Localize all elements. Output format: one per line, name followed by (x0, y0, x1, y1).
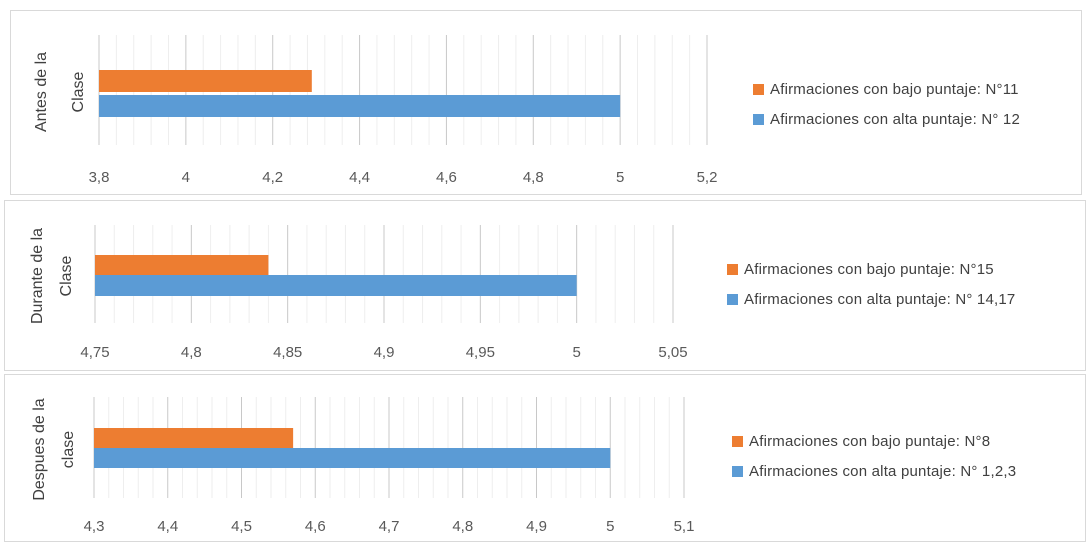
legend-swatch-orange (732, 435, 743, 447)
category-label: Durante de la (29, 228, 46, 324)
x-tick-label: 5,2 (697, 169, 718, 186)
category-label: clase (60, 431, 77, 468)
x-tick-label: 4,7 (379, 518, 400, 535)
x-tick-label: 4,4 (157, 518, 178, 535)
x-tick-label: 4,95 (466, 344, 495, 361)
x-tick-label: 4,5 (231, 518, 252, 535)
legend-swatch-orange (727, 263, 738, 275)
x-tick-label: 4,8 (181, 344, 202, 361)
legend-item-alta: Afirmaciones con alta puntaje: N° 14,17 (727, 289, 1015, 309)
chart-legend: Afirmaciones con bajo puntaje: N°15 Afir… (727, 259, 1015, 319)
legend-item-alta: Afirmaciones con alta puntaje: N° 1,2,3 (732, 461, 1016, 481)
chart-plot: 3,8 4 4,2 4,4 4,6 4,8 5 5,2 Antes de la Clase (33, 35, 718, 186)
legend-item-bajo: Afirmaciones con bajo puntaje: N°8 (732, 431, 1016, 451)
legend-label: Afirmaciones con alta puntaje: N° 1,2,3 (749, 462, 1017, 480)
x-tick-label: 4,4 (349, 169, 370, 186)
chart-panel-despues: 4,3 4,4 4,5 4,6 4,7 4,8 4,9 5 5,1 Despues de la cl… (4, 374, 1086, 542)
x-tick-label: 5 (616, 169, 624, 186)
chart-panel-antes: 3,8 4 4,2 4,4 4,6 4,8 5 5,2 Antes de la Clase Afi… (10, 10, 1082, 195)
bar-alta-puntaje (99, 95, 621, 117)
x-tick-label: 4,75 (80, 344, 109, 361)
x-tick-label: 4,2 (262, 169, 283, 186)
x-tick-label: 3,8 (89, 169, 110, 186)
x-tick-label: 4 (182, 169, 190, 186)
legend-label: Afirmaciones con alta puntaje: N° 14,17 (744, 290, 1016, 308)
bar-bajo-puntaje (95, 255, 269, 276)
category-label: Antes de la (33, 52, 50, 132)
chart-plot: 4,75 4,8 4,85 4,9 4,95 5 5,05 Durante de la Clas… (29, 225, 688, 361)
legend-item-alta: Afirmaciones con alta puntaje: N° 12 (753, 109, 1020, 129)
chart-legend: Afirmaciones con bajo puntaje: N°11 Afir… (753, 79, 1020, 139)
legend-swatch-orange (753, 83, 764, 95)
x-tick-label: 4,9 (526, 518, 547, 535)
x-tick-label: 4,8 (523, 169, 544, 186)
legend-label: Afirmaciones con alta puntaje: N° 12 (770, 110, 1020, 128)
bar-alta-puntaje (95, 275, 577, 296)
category-label: Despues de la (31, 398, 48, 500)
x-tick-label: 5 (572, 344, 580, 361)
chart-panel-durante: 4,75 4,8 4,85 4,9 4,95 5 5,05 Durante de la Clas… (4, 200, 1086, 371)
x-tick-label: 4,6 (436, 169, 457, 186)
chart-legend: Afirmaciones con bajo puntaje: N°8 Afirm… (732, 431, 1016, 491)
x-tick-label: 5,05 (658, 344, 687, 361)
x-tick-label: 4,3 (84, 518, 105, 535)
legend-swatch-blue (732, 465, 743, 477)
category-label: Clase (58, 255, 75, 296)
x-tick-label: 5,1 (674, 518, 695, 535)
legend-swatch-blue (727, 293, 738, 305)
bar-alta-puntaje (94, 448, 611, 468)
legend-swatch-blue (753, 113, 764, 125)
chart-plot: 4,3 4,4 4,5 4,6 4,7 4,8 4,9 5 5,1 Despues de la cl… (31, 397, 695, 535)
x-tick-label: 4,85 (273, 344, 302, 361)
legend-label: Afirmaciones con bajo puntaje: N°8 (749, 432, 991, 450)
x-tick-label: 4,6 (305, 518, 326, 535)
legend-label: Afirmaciones con bajo puntaje: N°15 (744, 260, 994, 278)
x-tick-label: 4,9 (374, 344, 395, 361)
legend-item-bajo: Afirmaciones con bajo puntaje: N°15 (727, 259, 1015, 279)
legend-label: Afirmaciones con bajo puntaje: N°11 (770, 80, 1019, 98)
bar-bajo-puntaje (94, 428, 294, 448)
bar-bajo-puntaje (99, 70, 312, 92)
legend-item-bajo: Afirmaciones con bajo puntaje: N°11 (753, 79, 1020, 99)
x-tick-label: 4,8 (452, 518, 473, 535)
category-label: Clase (70, 71, 87, 112)
x-tick-label: 5 (606, 518, 614, 535)
